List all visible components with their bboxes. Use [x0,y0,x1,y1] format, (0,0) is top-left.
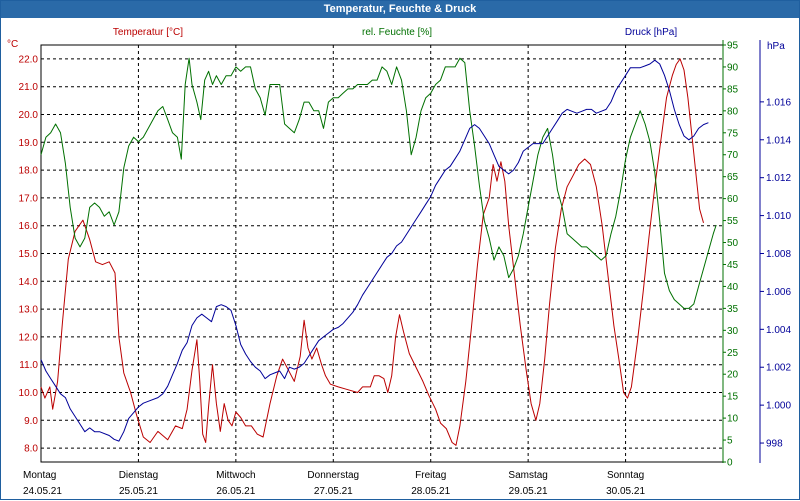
day-label-date: 29.05.21 [509,486,548,497]
temperature-tick-label: 10.0 [19,388,39,399]
day-label-weekday: Freitag [415,470,446,481]
pressure-tick-label: 998 [766,439,783,450]
humidity-tick-label: 85 [727,84,739,95]
pressure-tick-label: 1.012 [766,173,791,184]
day-label-weekday: Dienstag [119,470,158,481]
humidity-tick-label: 75 [727,128,739,139]
pressure-tick-label: 1.006 [766,287,791,298]
temperature-tick-label: 18.0 [19,166,39,177]
temperature-tick-label: 17.0 [19,193,39,204]
plot-area [40,44,724,463]
humidity-tick-label: 20 [727,370,739,381]
pressure-tick-label: 1.008 [766,249,791,260]
day-label-weekday: Mittwoch [216,470,255,481]
temperature-tick-label: 14.0 [19,277,39,288]
humidity-tick-label: 45 [727,260,739,271]
temperature-tick-label: 13.0 [19,305,39,316]
temperature-tick-label: 19.0 [19,138,39,149]
day-label-date: 25.05.21 [119,486,158,497]
temperature-tick-label: 20.0 [19,110,39,121]
humidity-tick-label: 0 [727,458,733,469]
temperature-tick-label: 22.0 [19,54,39,65]
humidity-tick-label: 5 [727,436,733,447]
temperature-tick-label: 8.0 [24,444,38,455]
humidity-tick-label: 30 [727,326,739,337]
day-label-date: 24.05.21 [23,486,62,497]
pressure-tick-label: 1.004 [766,325,791,336]
pressure-axis-title: Druck [hPa] [625,27,677,38]
day-label-date: 30.05.21 [606,486,645,497]
day-label-date: 26.05.21 [216,486,255,497]
humidity-axis-title: rel. Feuchte [%] [362,27,432,38]
humidity-tick-label: 80 [727,106,739,117]
axis-ticks: 8.0 9.0 10.0 11.0 12.0 13.0 14.0 15.0 16.0 17.0 18… [19,41,792,498]
temperature-tick-label: 9.0 [24,416,38,427]
humidity-tick-label: 15 [727,392,739,403]
humidity-tick-label: 10 [727,414,739,425]
day-label-weekday: Sonntag [607,470,644,481]
humidity-tick-label: 65 [727,172,739,183]
humidity-tick-label: 25 [727,348,739,359]
pressure-tick-label: 1.014 [766,135,791,146]
temperature-tick-label: 21.0 [19,82,39,93]
temperature-axis-title: Temperatur [°C] [113,27,183,38]
humidity-tick-label: 50 [727,238,739,249]
pressure-tick-label: 1.010 [766,211,791,222]
temperature-tick-label: 11.0 [19,360,38,371]
series-line-pressure [40,59,709,442]
day-label-date: 28.05.21 [411,486,450,497]
day-label-weekday: Donnerstag [307,470,359,481]
day-label-weekday: Samstag [508,470,547,481]
pressure-unit-label: hPa [767,41,785,52]
humidity-tick-label: 35 [727,304,739,315]
day-label-weekday: Montag [23,470,56,481]
series-lines [40,57,717,446]
humidity-tick-label: 95 [727,41,739,52]
humidity-tick-label: 70 [727,150,739,161]
humidity-tick-label: 90 [727,62,739,73]
day-label-date: 27.05.21 [314,486,353,497]
humidity-tick-label: 60 [727,194,739,205]
series-line-temperature [40,58,704,446]
humidity-tick-label: 55 [727,216,739,227]
temperature-tick-label: 12.0 [19,332,39,343]
temperature-tick-label: 15.0 [19,249,39,260]
window-title: Temperatur, Feuchte & Druck [1,1,799,18]
pressure-tick-label: 1.000 [766,401,791,412]
pressure-tick-label: 1.002 [766,363,791,374]
series-line-humidity [40,57,717,309]
humidity-tick-label: 40 [727,282,739,293]
temperature-unit-label: °C [7,39,18,50]
pressure-tick-label: 1.016 [766,97,791,108]
temperature-tick-label: 16.0 [19,221,39,232]
